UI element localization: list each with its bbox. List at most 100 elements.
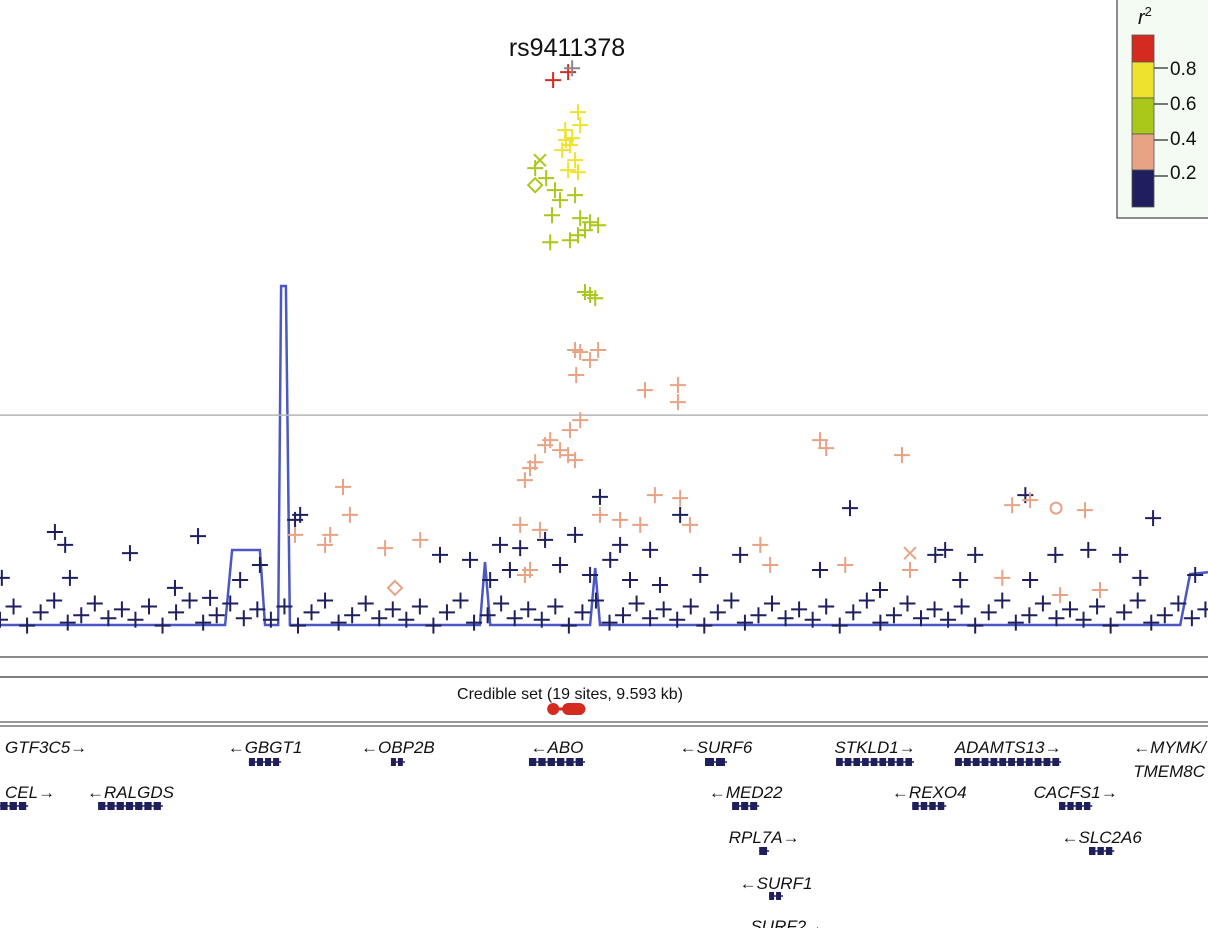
snp-point-plus	[1089, 598, 1106, 615]
snp-point-plus	[73, 607, 90, 624]
gene-label: CACFS1→	[1034, 783, 1118, 802]
snp-point-plus	[682, 598, 699, 615]
credible-set-site	[547, 703, 560, 715]
gene-rpl7a[interactable]: RPL7A→	[729, 828, 800, 855]
gene-exon	[1025, 758, 1033, 766]
gene-gbgt1[interactable]: ←GBGT1	[228, 738, 303, 766]
gene-gtf3c5[interactable]: GTF3C5→	[0, 738, 87, 766]
gene-rexo4[interactable]: ←REXO4	[892, 783, 967, 810]
legend-title-r: r	[1138, 7, 1146, 29]
snp-point-plus	[1048, 610, 1065, 627]
gene-obp2b[interactable]: ←OBP2B	[361, 738, 435, 766]
snp-point-plus	[567, 526, 584, 543]
lead-snp-label: rs9411378	[509, 34, 625, 62]
snp-point-plus	[567, 152, 584, 169]
gene-label-line2: TMEM8C	[1133, 762, 1206, 781]
gene-cacfs1[interactable]: CACFS1→	[1034, 783, 1118, 810]
snp-point-plus	[612, 511, 629, 528]
snp-point-plus	[166, 579, 183, 596]
snp-point-plus	[669, 394, 686, 411]
gene-exon	[896, 758, 904, 766]
snp-point-plus	[59, 614, 76, 631]
snp-point-plus	[570, 227, 587, 244]
snp-point-plus	[967, 617, 984, 634]
gene-track: GTF3C5→ ←GBGT1 ←OBP2B ←ABO ←SURF6 STKLD1→ ADAM…	[0, 738, 1208, 928]
gene-stkld1[interactable]: STKLD1→	[834, 738, 916, 766]
gene-exon	[870, 758, 878, 766]
gene-exon	[920, 802, 928, 810]
gene-exon	[125, 802, 134, 810]
snp-point-plus	[953, 598, 970, 615]
snp-point-plus	[885, 607, 902, 624]
snp-point-plus	[452, 592, 469, 609]
gene-exon	[248, 758, 255, 766]
gene-exon	[905, 758, 913, 766]
snp-point-plus	[615, 607, 632, 624]
snp-point-plus	[572, 412, 589, 429]
snp-point-plus	[1007, 614, 1024, 631]
snp-point-plus	[845, 604, 862, 621]
snp-point-plus	[554, 142, 571, 159]
snp-point-plus	[872, 581, 889, 598]
gene-surf2[interactable]: SURF2→	[750, 917, 823, 928]
snp-point-plus	[926, 601, 943, 618]
snp-point-plus	[764, 595, 781, 612]
gene-ralgds[interactable]: ←RALGDS	[87, 783, 175, 810]
snp-point-plus	[696, 617, 713, 634]
gene-slc2a6[interactable]: ←SLC2A6	[1061, 828, 1142, 855]
snp-point-plus	[545, 72, 562, 89]
snp-point-plus	[560, 617, 577, 634]
snp-point-plus	[1187, 566, 1204, 583]
gene-exon	[1016, 758, 1024, 766]
snp-point-plus	[602, 551, 619, 568]
snp-point-diamond	[526, 176, 544, 194]
snp-point-plus	[672, 490, 689, 507]
snp-point-plus	[692, 566, 709, 583]
recombination-rate-layer	[0, 284, 1208, 627]
snp-point-plus	[61, 569, 78, 586]
snp-point-plus	[249, 601, 266, 618]
gene-exon	[990, 758, 998, 766]
snp-point-plus	[533, 611, 550, 628]
gene-med22[interactable]: ←MED22	[709, 783, 783, 810]
gene-cel[interactable]: CEL→	[0, 783, 55, 810]
snp-point-plus	[1022, 492, 1039, 509]
gene-surf1[interactable]: ←SURF1	[740, 874, 813, 900]
snp-point-plus	[1143, 614, 1160, 631]
gene-exon	[1059, 802, 1066, 810]
snp-point-plus	[531, 521, 548, 538]
snp-point-plus	[1047, 546, 1064, 563]
snp-point-plus	[140, 598, 157, 615]
snp-point-plus	[952, 571, 969, 588]
gene-label: STKLD1→	[834, 738, 915, 757]
gene-surf6[interactable]: ←SURF6	[680, 738, 753, 766]
gene-label: CEL→	[5, 783, 55, 802]
gene-exon	[862, 758, 869, 766]
legend-color-scale	[1131, 34, 1168, 208]
gene-exon	[879, 758, 887, 766]
snp-point-plus	[994, 569, 1011, 586]
snp-point-plus	[317, 536, 334, 553]
snp-point-plus	[425, 617, 442, 634]
gene-exon	[1075, 802, 1082, 810]
snp-points-layer	[0, 60, 1208, 634]
gene-mymk[interactable]: ←MYMK/TMEM8C	[1133, 738, 1208, 781]
gene-adamts13[interactable]: ADAMTS13→	[954, 738, 1062, 766]
gene-abo[interactable]: ←ABO	[528, 738, 585, 766]
gene-exon	[556, 758, 565, 766]
snp-point-plus	[482, 571, 499, 588]
snp-point-plus	[567, 452, 584, 469]
gene-label: ←MYMK/	[1133, 738, 1208, 757]
snp-point-plus	[1034, 595, 1051, 612]
snp-point-plus	[913, 610, 930, 627]
legend-swatch	[1131, 133, 1155, 171]
gene-exon	[144, 802, 152, 810]
snp-point-plus	[287, 526, 304, 543]
snp-point-plus	[612, 536, 629, 553]
snp-point-plus	[506, 610, 523, 627]
snp-point-plus	[208, 607, 225, 624]
snp-point-plus	[537, 437, 554, 454]
credible-set-label: Credible set (19 sites, 9.593 kb)	[457, 686, 683, 703]
snp-point-plus	[1004, 497, 1021, 514]
